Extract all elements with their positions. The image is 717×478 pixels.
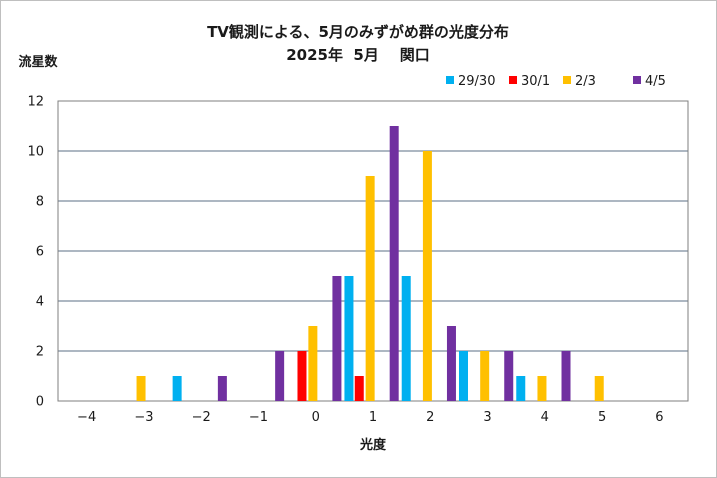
x-tick-label: −1: [249, 410, 268, 425]
bar-4-5: [275, 351, 285, 401]
legend-label: 30/1: [521, 74, 550, 89]
legend-label: 4/5: [645, 74, 666, 89]
bar-2-3: [136, 376, 146, 401]
bar-29-30: [516, 376, 526, 401]
bar-4-5: [217, 376, 227, 401]
y-tick-label: 8: [36, 195, 44, 210]
x-tick-label: 5: [598, 410, 606, 425]
legend-label: 29/30: [458, 74, 495, 89]
y-tick-label: 0: [36, 395, 44, 410]
legend-swatch: [633, 76, 641, 84]
legend-swatch: [509, 76, 517, 84]
bar-30-1: [354, 376, 364, 401]
bar-2-3: [308, 326, 318, 401]
legend-swatch: [563, 76, 571, 84]
x-tick-label: −4: [77, 410, 96, 425]
bar-4-5: [446, 326, 456, 401]
bar-30-1: [297, 351, 307, 401]
chart-title: TV観測による、5月のみずがめ群の光度分布: [207, 23, 509, 41]
y-tick-label: 2: [36, 345, 44, 360]
y-tick-label: 10: [27, 145, 44, 160]
x-axis-title: 光度: [359, 437, 387, 453]
y-tick-label: 12: [27, 95, 44, 110]
y-tick-label: 4: [36, 295, 44, 310]
y-tick-label: 6: [36, 245, 44, 260]
chart-subtitle: 2025年 5月 関口: [286, 46, 430, 64]
x-tick-label: 0: [312, 410, 320, 425]
x-tick-label: 2: [426, 410, 434, 425]
x-tick-label: −2: [192, 410, 211, 425]
bar-4-5: [561, 351, 571, 401]
bar-2-3: [422, 151, 432, 401]
legend-label: 2/3: [575, 74, 596, 89]
bar-29-30: [458, 351, 468, 401]
x-tick-label: 6: [655, 410, 663, 425]
x-tick-label: 4: [541, 410, 549, 425]
y-axis-title: 流星数: [18, 54, 58, 70]
bar-4-5: [332, 276, 342, 401]
x-tick-label: 3: [483, 410, 491, 425]
bar-29-30: [401, 276, 411, 401]
bar-29-30: [344, 276, 354, 401]
bar-2-3: [480, 351, 490, 401]
bar-2-3: [594, 376, 604, 401]
bar-4-5: [389, 126, 399, 401]
bar-29-30: [172, 376, 182, 401]
x-tick-label: 1: [369, 410, 377, 425]
x-tick-label: −3: [134, 410, 153, 425]
bar-2-3: [537, 376, 547, 401]
legend-swatch: [446, 76, 454, 84]
bar-4-5: [504, 351, 514, 401]
bar-2-3: [365, 176, 375, 401]
legend: 29/30 30/1 2/3 4/5: [446, 74, 666, 89]
